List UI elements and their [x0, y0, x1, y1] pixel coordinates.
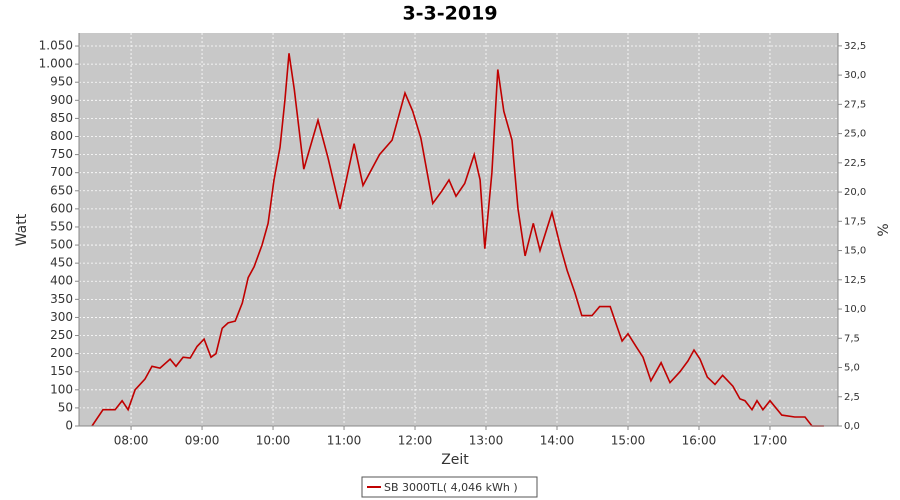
x-tick-label: 11:00: [327, 434, 362, 448]
plot-area: [79, 33, 838, 426]
y-axis-title: Watt: [14, 213, 30, 246]
y-tick-label: 50: [58, 400, 73, 414]
y2-tick-label: 12,5: [844, 275, 866, 286]
y-tick-label: 500: [50, 238, 73, 252]
y-tick-label: 850: [50, 111, 73, 125]
x-tick-label: 08:00: [114, 434, 149, 448]
marks: [91, 53, 824, 427]
x-tick-label: 16:00: [682, 434, 717, 448]
y-tick-label: 700: [50, 165, 73, 179]
y-tick-label: 600: [50, 201, 73, 215]
y2-tick-label: 25,0: [844, 129, 866, 140]
y2-tick-label: 17,5: [844, 216, 866, 227]
x-tick-label: 17:00: [753, 434, 788, 448]
y2-tick-label: 2,5: [844, 392, 860, 403]
y2-tick-label: 15,0: [844, 246, 866, 257]
y-tick-label: 150: [50, 364, 73, 378]
y-tick-label: 300: [50, 310, 73, 324]
x-axis-title: Zeit: [441, 452, 469, 468]
y2-axis-title: %: [876, 223, 892, 236]
y-tick-label: 450: [50, 256, 73, 270]
y-tick-label: 800: [50, 129, 73, 143]
y-tick-label: 250: [50, 328, 73, 342]
x-tick-label: 12:00: [398, 434, 433, 448]
y-tick-label: 650: [50, 183, 73, 197]
x-tick-label: 14:00: [540, 434, 575, 448]
y-tick-label: 750: [50, 147, 73, 161]
y2-tick-label: 10,0: [844, 304, 866, 315]
y2-tick-label: 30,0: [844, 70, 866, 81]
y-tick-label: 400: [50, 274, 73, 288]
x-tick-label: 10:00: [256, 434, 291, 448]
y-tick-label: 550: [50, 219, 73, 233]
y2-tick-label: 20,0: [844, 187, 866, 198]
y2-tick-label: 27,5: [844, 99, 866, 110]
chart-title: 3-3-2019: [402, 3, 497, 25]
y-tick-label: 1.050: [39, 39, 73, 53]
y-tick-label: 0: [65, 419, 73, 433]
legend-label: SB 3000TL( 4,046 kWh ): [384, 481, 518, 494]
y2-tick-label: 5,0: [844, 363, 860, 374]
y2-tick-label: 0,0: [844, 421, 860, 432]
line-series: [91, 53, 824, 427]
y2-tick-label: 22,5: [844, 158, 866, 169]
x-tick-label: 09:00: [185, 434, 220, 448]
y-tick-label: 900: [50, 93, 73, 107]
y2-tick-label: 32,5: [844, 41, 866, 52]
y-tick-label: 950: [50, 75, 73, 89]
x-tick-label: 13:00: [469, 434, 504, 448]
y-tick-label: 100: [50, 382, 73, 396]
y2-tick-label: 7,5: [844, 333, 860, 344]
y-tick-label: 350: [50, 292, 73, 306]
x-tick-label: 15:00: [611, 434, 646, 448]
legend: [361, 476, 538, 498]
y-tick-label: 200: [50, 346, 73, 360]
y-tick-label: 1.000: [39, 57, 73, 71]
